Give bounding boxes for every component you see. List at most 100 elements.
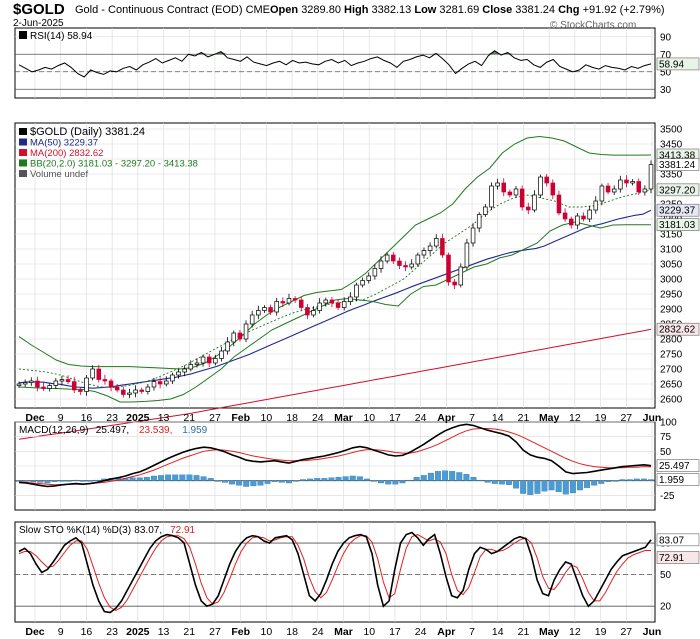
stoch-tick-label: 20 (660, 602, 672, 613)
macd-histogram-bar (513, 480, 520, 489)
candle-body (593, 200, 599, 211)
macd-histogram-bar (612, 480, 619, 482)
ma50-line (18, 209, 652, 389)
macd-histogram-bar (79, 480, 86, 482)
price-value-tag: 3413.38 (659, 150, 696, 161)
candle-body (341, 301, 347, 308)
x-axis-tick-label: 19 (595, 626, 607, 638)
candle-body (35, 380, 40, 388)
candle-body (378, 260, 384, 269)
macd-histogram-bar (51, 480, 58, 482)
macd-histogram-bar (399, 480, 406, 484)
macd-histogram-bar (65, 480, 72, 482)
macd-histogram-bar (300, 479, 307, 481)
macd-tick-label: 100 (660, 418, 677, 429)
close-value: 3381.24 (515, 4, 556, 16)
x-axis-tick-label: 9 (58, 626, 64, 638)
x-axis-tick-label: 21 (183, 626, 195, 638)
candle-body (29, 380, 34, 383)
symbol-description: Gold - Continuous Contract (EOD) CME (75, 4, 270, 16)
macd-histogram-bar (520, 480, 527, 494)
macd-histogram-bar (37, 480, 44, 483)
macd-histogram-bar (257, 480, 264, 486)
x-axis-tick-label: Apr (437, 412, 455, 424)
candle-body (538, 176, 543, 196)
macd-value-tag-box (656, 473, 700, 486)
price-tick-label: 2750 (660, 350, 683, 361)
x-axis-tick-label: May (539, 626, 560, 638)
macd-histogram-bar (413, 476, 420, 481)
candle-body (286, 298, 292, 304)
candle-body (495, 182, 500, 187)
candle-body (84, 377, 89, 392)
macd-histogram-bar (619, 479, 626, 481)
description-text: Gold - Continuous Contract (EOD) (75, 4, 243, 16)
candle-body (526, 206, 531, 211)
x-axis-tick-label: 16 (81, 412, 93, 424)
price-tick-label: 2800 (660, 335, 683, 346)
stoch-d-tag-box (656, 551, 700, 564)
panel-frame-price (14, 122, 656, 409)
x-axis-tick-label: 10 (261, 412, 273, 424)
price-legend-item: Volume undef (30, 169, 88, 180)
candle-body (372, 268, 378, 277)
candle-body (305, 307, 310, 316)
price-legend-swatch (19, 128, 27, 135)
x-axis-tick-label: Dec (25, 626, 44, 638)
x-axis-tick-label: 17 (389, 412, 401, 424)
candle-body (22, 382, 28, 385)
macd-histogram-bar (378, 480, 385, 484)
stoch-k-tag-box (656, 533, 700, 547)
macd-histogram-bar (30, 480, 37, 482)
candle-body (427, 245, 433, 251)
macd-legend-part: MACD(12,26,9) (19, 425, 88, 436)
macd-histogram-bar (605, 480, 612, 482)
macd-histogram-bar (292, 480, 299, 482)
x-axis-tick-label: 10 (363, 412, 375, 424)
macd-histogram-bar (584, 480, 591, 488)
macd-histogram-bar (527, 480, 534, 495)
candle-body (458, 266, 464, 286)
x-axis-tick-label: 23 (106, 412, 118, 424)
candle-body (544, 176, 549, 184)
x-axis-tick-label: 16 (81, 626, 93, 638)
price-tick-label: 2650 (660, 380, 683, 391)
macd-histogram-bar (349, 475, 356, 481)
rsi-overbought-fill (435, 53, 443, 55)
candle-body (599, 185, 605, 202)
candle-body (65, 379, 71, 382)
rsi-last-tag: 58.94 (659, 59, 684, 70)
x-axis-tick-label: Feb (231, 412, 250, 424)
candle-body (188, 364, 194, 370)
x-axis-tick-label: 7 (469, 412, 475, 424)
candle-body (532, 194, 537, 211)
candle-body (182, 368, 187, 373)
x-axis-tick-label: May (539, 412, 560, 424)
macd-histogram-bar (506, 480, 512, 485)
candle-body (170, 374, 175, 382)
candle-body (348, 296, 353, 302)
candle-body (605, 185, 611, 193)
macd-value-tag-box (656, 459, 700, 473)
x-axis-tick-label: 24 (312, 412, 324, 424)
macd-histogram-bar (271, 480, 278, 482)
macd-tick-label: 75 (660, 432, 672, 443)
price-legend-swatch (19, 170, 27, 177)
x-axis-tick-label: 21 (518, 412, 530, 424)
close-label: Close (482, 4, 513, 16)
candle-body (292, 298, 298, 301)
x-axis-tick-label: 19 (595, 412, 607, 424)
candle-body (366, 275, 371, 281)
macd-histogram-bar (250, 480, 257, 487)
x-axis-tick-label: 12 (569, 626, 581, 638)
candle-body (636, 181, 641, 193)
price-legend-item: MA(50) 3229.37 (30, 138, 98, 149)
rsi-last-tag-box (656, 57, 700, 71)
chart-date: 2-Jun-2025 (13, 18, 64, 29)
candle-body (483, 206, 488, 215)
price-legend-item: BB(20,2.0) 3181.03 - 3297.20 - 3413.38 (30, 159, 198, 170)
macd-histogram-bar (427, 472, 434, 481)
stoch-legend-part: 83.07, (134, 525, 162, 536)
candle-body (391, 254, 396, 262)
candle-body (164, 380, 169, 385)
